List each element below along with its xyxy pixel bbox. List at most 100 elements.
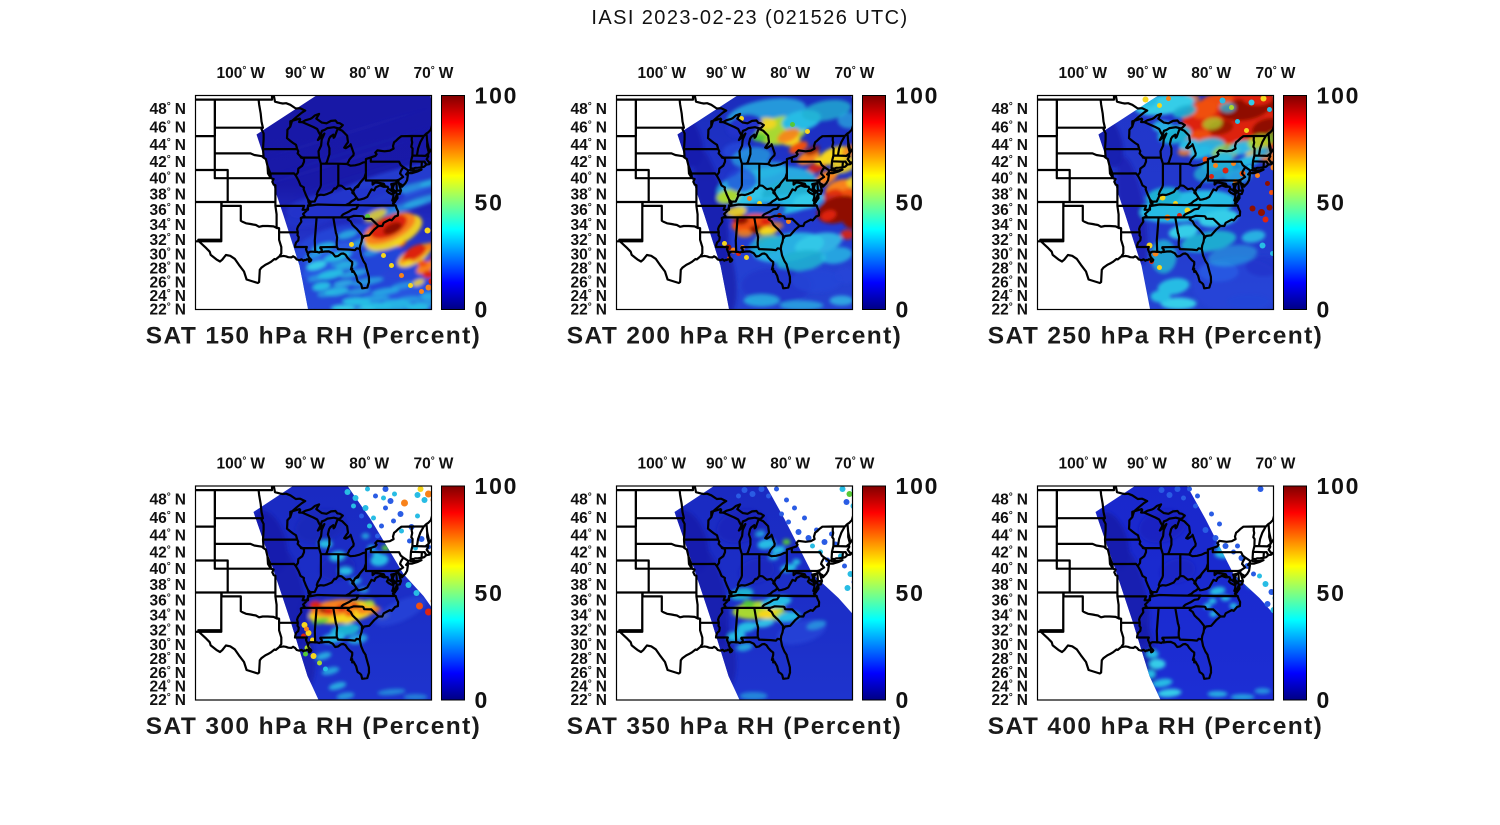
svg-text:80°W: 80° W: [1191, 456, 1231, 473]
svg-text:44°N: 44° N: [571, 137, 607, 154]
svg-text:24°N: 24° N: [150, 679, 186, 696]
svg-text:36°N: 36° N: [992, 592, 1028, 609]
svg-text:70°W: 70° W: [1255, 456, 1295, 473]
svg-text:22°N: 22° N: [992, 692, 1028, 709]
svg-text:38°N: 38° N: [150, 186, 186, 203]
svg-text:100°W: 100° W: [638, 456, 687, 473]
svg-text:40°N: 40° N: [571, 170, 607, 187]
svg-text:36°N: 36° N: [150, 202, 186, 219]
svg-text:40°N: 40° N: [992, 170, 1028, 187]
svg-text:100: 100: [1317, 83, 1361, 109]
svg-text:32°N: 32° N: [150, 232, 186, 249]
svg-text:32°N: 32° N: [571, 232, 607, 249]
svg-text:26°N: 26° N: [571, 275, 607, 292]
svg-text:38°N: 38° N: [571, 186, 607, 203]
svg-text:42°N: 42° N: [150, 544, 186, 561]
svg-text:32°N: 32° N: [992, 232, 1028, 249]
svg-text:40°N: 40° N: [992, 561, 1028, 578]
svg-text:48°N: 48° N: [992, 492, 1028, 509]
svg-text:44°N: 44° N: [992, 528, 1028, 545]
svg-text:SAT 150 hPa RH (Percent): SAT 150 hPa RH (Percent): [146, 323, 481, 350]
svg-text:34°N: 34° N: [150, 608, 186, 625]
svg-text:34°N: 34° N: [571, 217, 607, 234]
svg-text:50: 50: [1317, 580, 1346, 606]
svg-text:42°N: 42° N: [150, 154, 186, 171]
svg-text:24°N: 24° N: [150, 288, 186, 305]
svg-text:50: 50: [475, 580, 504, 606]
svg-text:100: 100: [896, 83, 940, 109]
svg-text:34°N: 34° N: [150, 217, 186, 234]
svg-text:24°N: 24° N: [992, 679, 1028, 696]
svg-text:42°N: 42° N: [992, 154, 1028, 171]
svg-text:38°N: 38° N: [992, 186, 1028, 203]
svg-text:SAT 350 hPa RH (Percent): SAT 350 hPa RH (Percent): [567, 713, 902, 740]
svg-text:70°W: 70° W: [1255, 65, 1295, 82]
svg-text:IASI 2023-02-23 (021526 UTC): IASI 2023-02-23 (021526 UTC): [591, 7, 908, 29]
svg-text:28°N: 28° N: [992, 261, 1028, 278]
svg-text:30°N: 30° N: [992, 246, 1028, 263]
svg-text:30°N: 30° N: [992, 637, 1028, 654]
svg-text:32°N: 32° N: [150, 622, 186, 639]
svg-text:24°N: 24° N: [571, 288, 607, 305]
svg-text:0: 0: [475, 687, 490, 713]
svg-text:26°N: 26° N: [992, 665, 1028, 682]
svg-text:22°N: 22° N: [150, 302, 186, 319]
svg-text:90°W: 90° W: [1127, 65, 1167, 82]
svg-text:26°N: 26° N: [150, 665, 186, 682]
svg-text:50: 50: [475, 190, 504, 216]
svg-text:0: 0: [896, 297, 911, 323]
svg-text:24°N: 24° N: [571, 679, 607, 696]
svg-text:0: 0: [475, 297, 490, 323]
svg-text:80°W: 80° W: [770, 456, 810, 473]
svg-text:28°N: 28° N: [571, 651, 607, 668]
svg-text:46°N: 46° N: [992, 119, 1028, 136]
svg-text:30°N: 30° N: [571, 246, 607, 263]
svg-text:48°N: 48° N: [150, 492, 186, 509]
svg-text:34°N: 34° N: [571, 608, 607, 625]
svg-text:40°N: 40° N: [150, 170, 186, 187]
svg-text:22°N: 22° N: [571, 692, 607, 709]
svg-text:90°W: 90° W: [285, 65, 325, 82]
svg-text:30°N: 30° N: [150, 637, 186, 654]
svg-text:28°N: 28° N: [150, 651, 186, 668]
svg-text:38°N: 38° N: [150, 577, 186, 594]
svg-text:22°N: 22° N: [992, 302, 1028, 319]
svg-text:48°N: 48° N: [571, 492, 607, 509]
svg-text:SAT 250 hPa RH (Percent): SAT 250 hPa RH (Percent): [988, 323, 1323, 350]
svg-text:50: 50: [896, 580, 925, 606]
svg-text:42°N: 42° N: [571, 544, 607, 561]
svg-text:100°W: 100° W: [1059, 456, 1108, 473]
svg-text:0: 0: [1317, 687, 1332, 713]
svg-text:42°N: 42° N: [992, 544, 1028, 561]
svg-text:80°W: 80° W: [349, 65, 389, 82]
svg-text:90°W: 90° W: [1127, 456, 1167, 473]
svg-text:30°N: 30° N: [571, 637, 607, 654]
svg-text:46°N: 46° N: [992, 510, 1028, 527]
svg-text:22°N: 22° N: [150, 692, 186, 709]
svg-text:36°N: 36° N: [992, 202, 1028, 219]
svg-text:44°N: 44° N: [571, 528, 607, 545]
svg-text:48°N: 48° N: [150, 101, 186, 118]
svg-text:70°W: 70° W: [834, 65, 874, 82]
svg-text:46°N: 46° N: [571, 510, 607, 527]
svg-text:50: 50: [896, 190, 925, 216]
svg-text:0: 0: [1317, 297, 1332, 323]
svg-text:26°N: 26° N: [992, 275, 1028, 292]
svg-text:100°W: 100° W: [1059, 65, 1108, 82]
svg-text:SAT 400 hPa RH (Percent): SAT 400 hPa RH (Percent): [988, 713, 1323, 740]
svg-text:28°N: 28° N: [571, 261, 607, 278]
svg-text:100°W: 100° W: [217, 456, 266, 473]
svg-text:32°N: 32° N: [992, 622, 1028, 639]
svg-text:38°N: 38° N: [992, 577, 1028, 594]
svg-text:46°N: 46° N: [571, 119, 607, 136]
svg-text:90°W: 90° W: [706, 65, 746, 82]
svg-text:34°N: 34° N: [992, 608, 1028, 625]
svg-text:40°N: 40° N: [571, 561, 607, 578]
svg-text:36°N: 36° N: [571, 202, 607, 219]
svg-text:SAT 300 hPa RH (Percent): SAT 300 hPa RH (Percent): [146, 713, 481, 740]
svg-text:70°W: 70° W: [413, 65, 453, 82]
svg-text:100°W: 100° W: [217, 65, 266, 82]
svg-text:80°W: 80° W: [770, 65, 810, 82]
svg-text:46°N: 46° N: [150, 510, 186, 527]
svg-text:42°N: 42° N: [571, 154, 607, 171]
